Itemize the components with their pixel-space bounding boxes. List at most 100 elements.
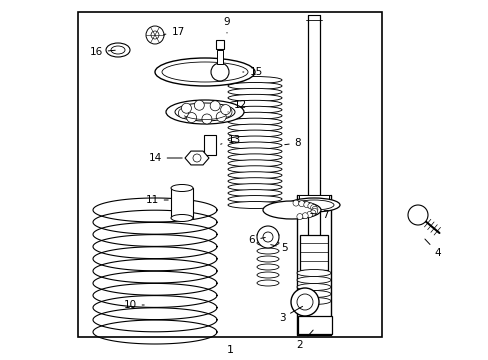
Ellipse shape: [227, 130, 282, 137]
Circle shape: [302, 213, 307, 219]
Circle shape: [210, 63, 228, 81]
Circle shape: [151, 31, 159, 39]
Ellipse shape: [263, 201, 320, 219]
Ellipse shape: [227, 118, 282, 125]
Ellipse shape: [227, 112, 282, 119]
Bar: [78, 12, 381, 337]
Ellipse shape: [287, 198, 339, 212]
Circle shape: [181, 103, 191, 113]
Text: 6: 6: [248, 235, 264, 245]
Circle shape: [220, 105, 230, 114]
Circle shape: [407, 205, 427, 225]
Ellipse shape: [227, 148, 282, 155]
Ellipse shape: [296, 276, 330, 284]
Text: 3: 3: [278, 306, 302, 323]
Ellipse shape: [227, 160, 282, 167]
Text: 2: 2: [296, 330, 312, 350]
Circle shape: [257, 226, 279, 248]
Text: 1: 1: [226, 345, 233, 355]
Text: 16: 16: [89, 47, 115, 57]
Text: 8: 8: [284, 138, 301, 148]
Ellipse shape: [175, 103, 235, 121]
Circle shape: [303, 202, 309, 208]
Text: 12: 12: [227, 100, 246, 112]
Circle shape: [310, 204, 316, 211]
Circle shape: [202, 114, 211, 124]
Ellipse shape: [227, 94, 282, 102]
Ellipse shape: [227, 172, 282, 179]
Circle shape: [263, 232, 272, 242]
Circle shape: [210, 101, 220, 111]
Ellipse shape: [257, 272, 279, 278]
Bar: [171, 188, 193, 218]
Circle shape: [290, 288, 318, 316]
Ellipse shape: [227, 190, 282, 197]
Polygon shape: [184, 151, 208, 165]
Ellipse shape: [293, 200, 333, 210]
Ellipse shape: [155, 58, 254, 86]
Ellipse shape: [106, 43, 130, 57]
Text: 7: 7: [310, 210, 327, 220]
Text: 4: 4: [424, 239, 440, 258]
Ellipse shape: [296, 284, 330, 291]
Ellipse shape: [257, 240, 279, 246]
Circle shape: [193, 154, 201, 162]
Text: 9: 9: [223, 17, 230, 33]
Circle shape: [222, 107, 231, 117]
Text: 10: 10: [123, 300, 144, 310]
Ellipse shape: [227, 154, 282, 161]
Bar: [203, 135, 216, 155]
Bar: [216, 40, 224, 49]
Circle shape: [307, 203, 313, 209]
Circle shape: [178, 108, 188, 118]
Bar: [299, 235, 327, 270]
Ellipse shape: [296, 291, 330, 297]
Circle shape: [186, 113, 196, 122]
Circle shape: [292, 200, 298, 206]
Bar: [298, 195, 328, 203]
Ellipse shape: [171, 215, 193, 221]
Bar: [297, 316, 331, 334]
Ellipse shape: [257, 264, 279, 270]
Ellipse shape: [257, 280, 279, 286]
Ellipse shape: [227, 89, 282, 95]
Ellipse shape: [296, 270, 330, 276]
Text: 11: 11: [145, 195, 168, 205]
Circle shape: [146, 26, 163, 44]
Ellipse shape: [227, 77, 282, 84]
Circle shape: [309, 210, 315, 216]
Circle shape: [296, 213, 302, 220]
Ellipse shape: [227, 100, 282, 107]
Ellipse shape: [171, 185, 193, 192]
Ellipse shape: [227, 82, 282, 89]
Ellipse shape: [227, 142, 282, 149]
Ellipse shape: [111, 46, 125, 54]
Ellipse shape: [227, 136, 282, 143]
Ellipse shape: [165, 100, 244, 124]
Ellipse shape: [227, 184, 282, 191]
Text: 15: 15: [242, 67, 262, 77]
Text: 14: 14: [148, 153, 182, 163]
Ellipse shape: [227, 106, 282, 113]
Circle shape: [311, 206, 317, 212]
Ellipse shape: [227, 166, 282, 173]
Circle shape: [306, 211, 312, 217]
Text: 5: 5: [270, 243, 288, 253]
Ellipse shape: [257, 248, 279, 254]
Ellipse shape: [257, 256, 279, 262]
Ellipse shape: [227, 202, 282, 208]
Ellipse shape: [257, 232, 279, 238]
Circle shape: [311, 208, 317, 214]
Circle shape: [194, 100, 204, 110]
Text: 13: 13: [220, 135, 240, 145]
Ellipse shape: [227, 195, 282, 203]
Circle shape: [216, 112, 226, 122]
Ellipse shape: [162, 62, 247, 82]
Circle shape: [296, 294, 312, 310]
Ellipse shape: [227, 124, 282, 131]
Text: 17: 17: [163, 27, 184, 37]
Circle shape: [298, 201, 304, 207]
Bar: [217, 50, 223, 64]
Ellipse shape: [227, 178, 282, 185]
Ellipse shape: [296, 297, 330, 305]
